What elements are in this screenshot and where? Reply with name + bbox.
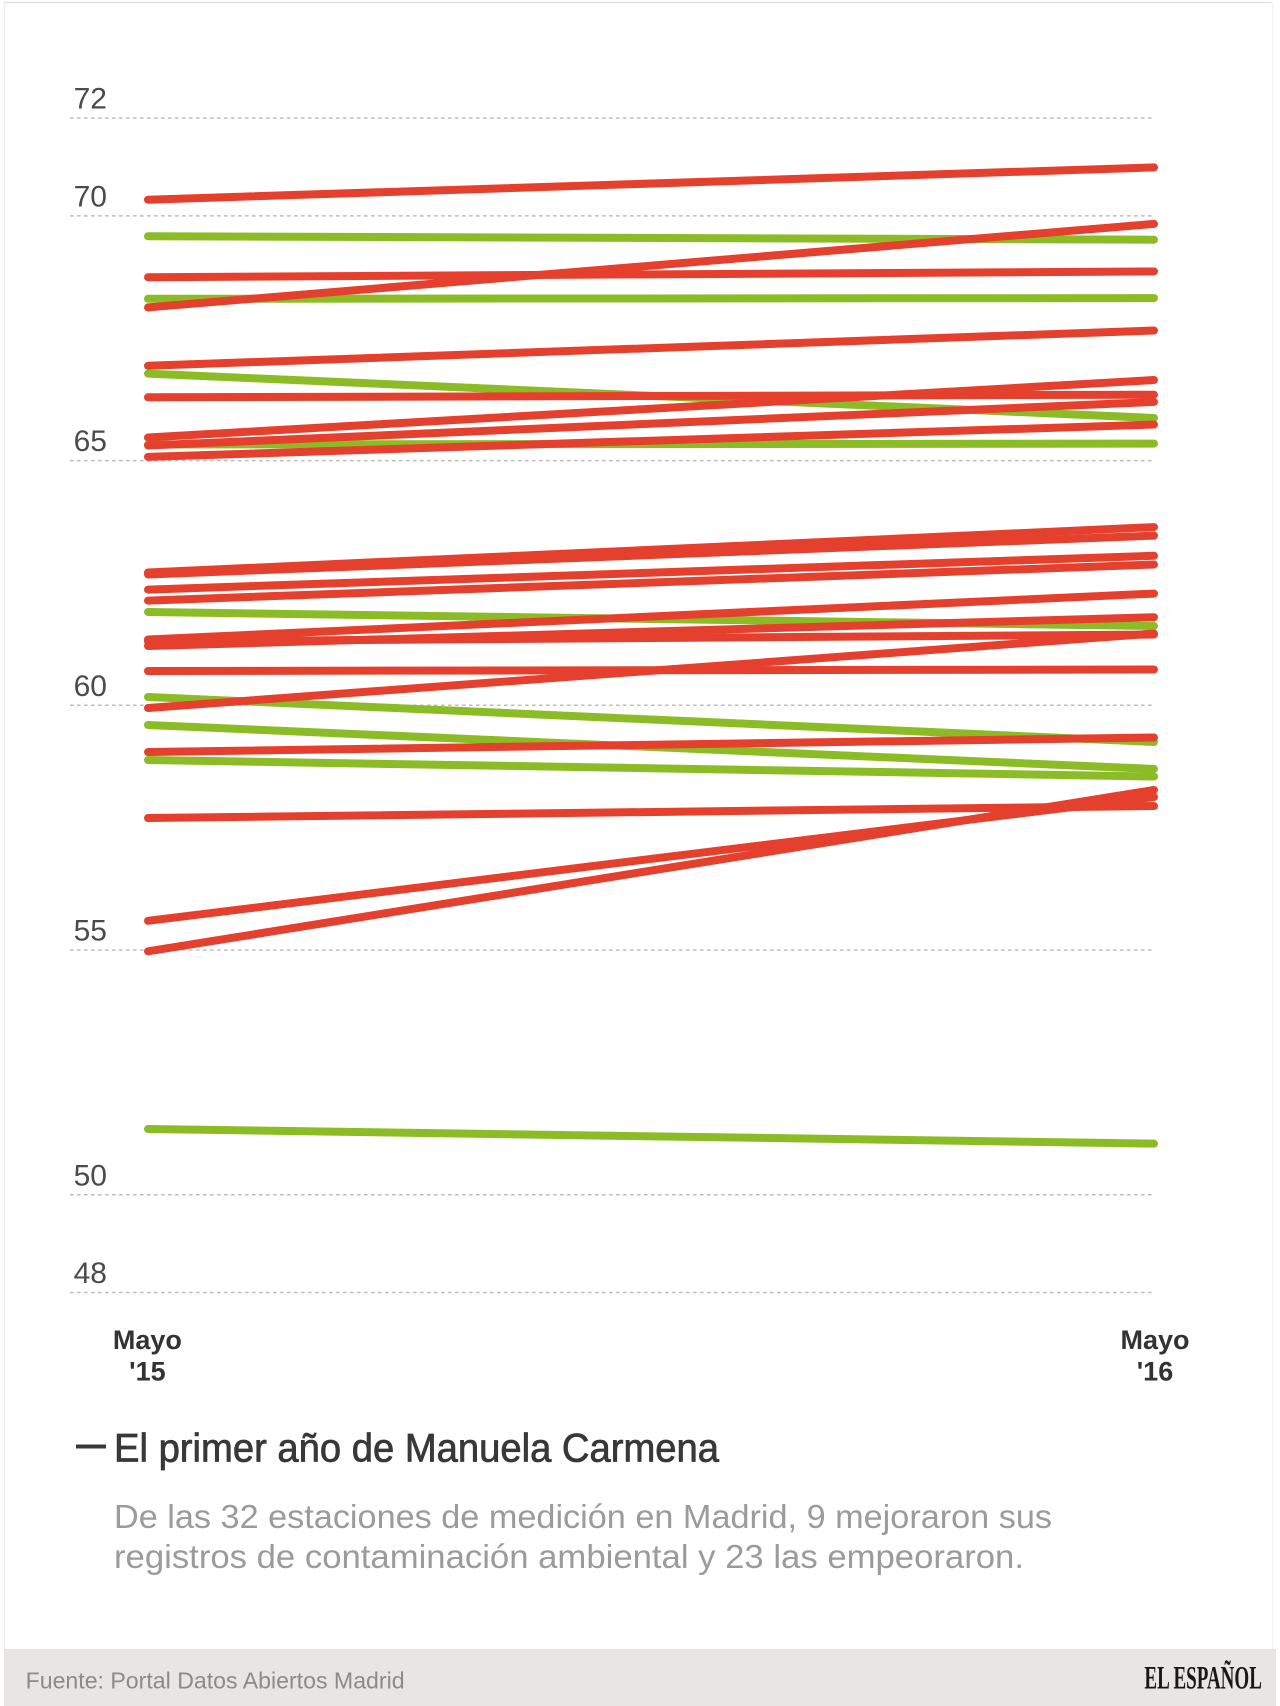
svg-text:Fuente: Portal Datos Abiertos: Fuente: Portal Datos Abiertos Madrid: [26, 1668, 405, 1694]
svg-text:Mayo: Mayo: [113, 1325, 182, 1355]
svg-text:'15: '15: [129, 1357, 165, 1387]
svg-text:'16: '16: [1137, 1357, 1173, 1387]
svg-text:70: 70: [74, 181, 107, 214]
svg-text:Mayo: Mayo: [1120, 1325, 1189, 1355]
svg-text:registros de contaminación amb: registros de contaminación ambiental y 2…: [114, 1538, 1024, 1575]
svg-text:De las 32 estaciones de medici: De las 32 estaciones de medición en Madr…: [114, 1498, 1052, 1535]
svg-text:EL ESPAÑOL: EL ESPAÑOL: [1144, 1660, 1262, 1697]
svg-text:60: 60: [74, 670, 107, 703]
svg-text:65: 65: [74, 425, 107, 458]
svg-text:48: 48: [74, 1257, 107, 1290]
svg-text:50: 50: [74, 1159, 107, 1192]
svg-text:El primer año de Manuela Carme: El primer año de Manuela Carmena: [114, 1426, 720, 1470]
svg-text:55: 55: [74, 915, 107, 948]
svg-text:72: 72: [74, 83, 107, 116]
